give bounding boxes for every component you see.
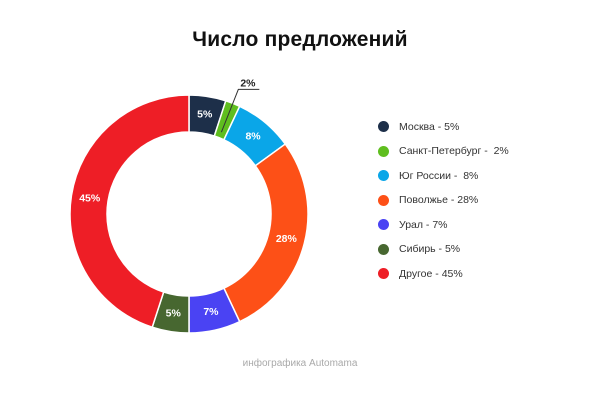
- legend-label: Другое - 45%: [399, 267, 463, 280]
- chart-title: Число предложений: [192, 28, 408, 51]
- legend-item-урал: Урал - 7%: [378, 217, 509, 232]
- legend-swatch: [378, 268, 389, 279]
- legend-swatch: [378, 121, 389, 132]
- legend-swatch: [378, 145, 389, 157]
- footer-credit: инфографика Automama: [242, 358, 358, 369]
- legend-label: Москва - 5%: [399, 120, 460, 133]
- legend-label: Поволжье - 28%: [399, 194, 479, 206]
- data-label-москва: 5%: [197, 109, 213, 121]
- leader-line-санкт-петербург: [220, 88, 260, 133]
- slice-другое: [69, 94, 190, 329]
- legend-label: Урал - 7%: [399, 218, 448, 231]
- legend-item-сибирь: Сибирь - 5%: [378, 242, 509, 257]
- legend: Москва - 5% Санкт-Петербург - 2% Юг России…: [378, 119, 509, 291]
- legend-item-санкт-петербург: Санкт-Петербург - 2%: [378, 144, 509, 159]
- legend-item-москва: Москва - 5%: [378, 119, 509, 134]
- legend-item-другое: Другое - 45%: [378, 266, 509, 281]
- legend-item-юг-россии: Юг России - 8%: [378, 168, 509, 183]
- data-label-урал: 7%: [203, 306, 219, 318]
- legend-label: Сибирь - 5%: [399, 243, 461, 255]
- data-label-другое: 45%: [79, 192, 101, 204]
- data-label-сибирь: 5%: [166, 307, 182, 319]
- legend-label: Санкт-Петербург - 2%: [399, 145, 509, 157]
- legend-swatch: [378, 170, 389, 181]
- legend-label: Юг России - 8%: [399, 169, 479, 182]
- legend-swatch: [378, 219, 389, 230]
- legend-swatch: [378, 243, 389, 255]
- legend-swatch: [378, 194, 389, 206]
- data-label-поволжье: 28%: [276, 233, 298, 245]
- legend-item-поволжье: Поволжье - 28%: [378, 193, 509, 208]
- data-label-юг-россии: 8%: [245, 131, 261, 143]
- data-label-санкт-петербург: 2%: [240, 77, 256, 89]
